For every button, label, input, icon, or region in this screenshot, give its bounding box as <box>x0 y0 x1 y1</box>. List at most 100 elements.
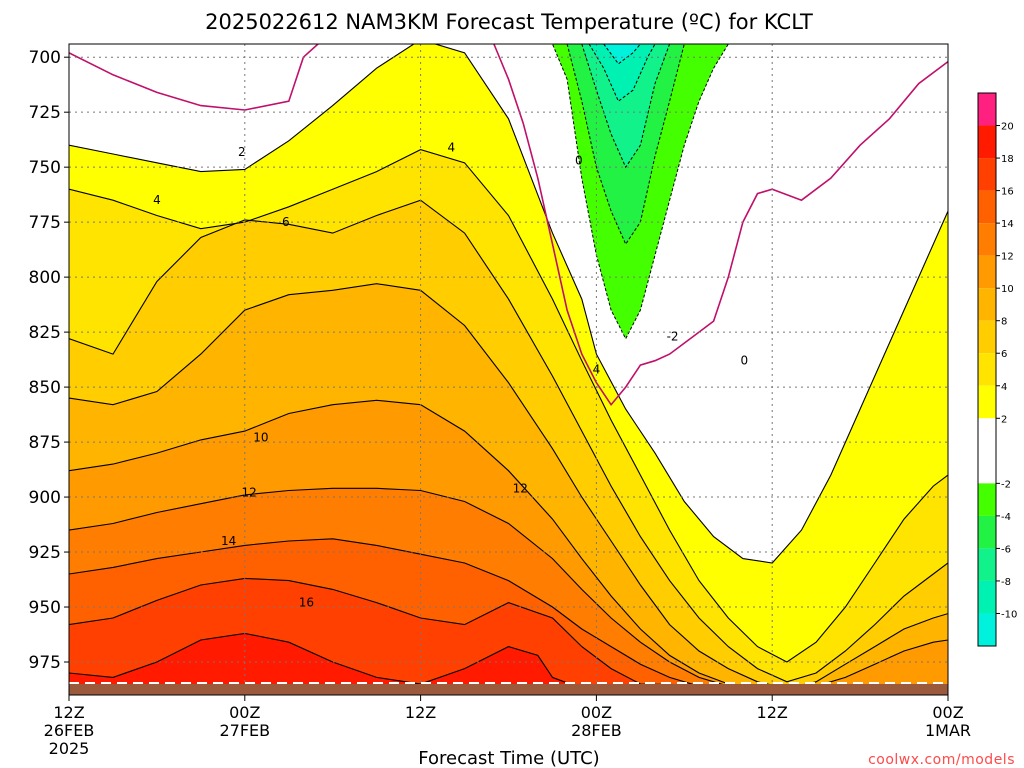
contour-label-9: 12 <box>242 486 257 500</box>
y-tick-label-950: 950 <box>29 598 61 618</box>
fill-band-18 <box>69 633 948 695</box>
y-tick-label-750: 750 <box>29 158 61 178</box>
watermark: coolwx.com/models <box>868 752 1015 768</box>
colorbar-label-18: 18 <box>1001 154 1014 165</box>
colorbar-band-20 <box>978 93 996 126</box>
colorbar-band-12 <box>978 223 996 256</box>
y-tick-label-700: 700 <box>29 48 61 68</box>
x-tick-label-48: 12Z <box>757 703 788 722</box>
contour-label-0: 2 <box>238 145 246 159</box>
contour-14 <box>69 538 948 689</box>
contour-18 <box>69 632 948 689</box>
x-tick-line: 28FEB <box>571 721 622 740</box>
contour-labels: 2 4 4 6 0 4 -2 0 10 12 12 14 16 <box>153 140 749 610</box>
contour-label-2: 4 <box>448 140 456 154</box>
contour-10 <box>69 399 948 689</box>
contour-label-1: 4 <box>153 193 161 207</box>
contour-2 <box>69 44 948 564</box>
colorbar-band--4 <box>978 483 996 516</box>
x-tick-line: 00Z <box>229 703 260 722</box>
zero-isotherm-east <box>493 44 948 407</box>
cold-pool-fills <box>523 44 729 340</box>
cold-band-6 <box>581 44 671 169</box>
plot-area: 2 4 4 6 0 4 -2 0 10 12 12 14 16 <box>69 44 948 695</box>
x-tick-line: 2025 <box>49 739 90 758</box>
contour-label-6: -2 <box>667 330 679 344</box>
contour-label-10: 12 <box>513 481 528 495</box>
contour-lines <box>69 44 948 695</box>
colorbar: 20 18 16 14 12 10 8 6 4 2 -2 -4 -6 -8 -10 <box>977 92 1017 647</box>
colorbar-band-16 <box>978 158 996 191</box>
y-tick-label-825: 825 <box>29 323 61 343</box>
y-tick-label-975: 975 <box>29 653 61 673</box>
y-tick-label-775: 775 <box>29 213 61 233</box>
y-tick-label-800: 800 <box>29 268 61 288</box>
contour-label-3: 6 <box>282 215 290 229</box>
colorbar-label--4: -4 <box>1001 512 1011 523</box>
x-tick-label-36: 00Z 28FEB <box>571 703 622 740</box>
x-tick-line: 00Z <box>581 703 612 722</box>
colorbar-label-20: 20 <box>1001 122 1014 133</box>
contour-label-5: 4 <box>593 363 601 377</box>
contour-label-8: 10 <box>253 431 268 445</box>
colorbar-label-12: 12 <box>1001 252 1014 263</box>
contour-label-4: 0 <box>575 154 583 168</box>
colorbar-band-6 <box>978 320 996 354</box>
ground-bar <box>69 684 948 695</box>
x-tick-line: 12Z <box>53 703 84 722</box>
colorbar-band-18 <box>978 125 996 159</box>
plot-frame <box>68 43 949 696</box>
contour-label-11: 14 <box>221 534 236 548</box>
x-tick-label-0: 12Z 26FEB 2025 <box>44 703 95 758</box>
colorbar-label-4: 4 <box>1001 382 1007 393</box>
x-tick-line: 27FEB <box>219 721 270 740</box>
colorbar-label-6: 6 <box>1001 349 1007 360</box>
cold-band-8 <box>588 44 656 102</box>
contour-label-7: 0 <box>741 354 749 368</box>
y-axis-ticks: 700 725 750 775 800 825 850 875 900 925 950 975 <box>29 48 69 673</box>
colorbar-label-10: 10 <box>1001 284 1014 295</box>
x-tick-line: 12Z <box>405 703 436 722</box>
colorbar-label-2: 2 <box>1001 414 1007 425</box>
x-tick-line: 00Z <box>932 703 963 722</box>
colorbar-label--2: -2 <box>1001 479 1011 490</box>
x-tick-label-60: 00Z 1MAR <box>925 703 971 740</box>
colorbar-band-2 <box>978 385 996 419</box>
colorbar-band-8 <box>978 288 996 321</box>
colorbar-label-14: 14 <box>1001 219 1014 230</box>
x-tick-label-12: 00Z 27FEB <box>219 703 270 740</box>
y-tick-label-900: 900 <box>29 488 61 508</box>
colorbar-label--10: -10 <box>1001 609 1017 620</box>
x-tick-label-24: 12Z <box>405 703 436 722</box>
temperature-fills <box>69 44 948 695</box>
colorbar-band-10 <box>978 255 996 289</box>
colorbar-band-14 <box>978 190 996 224</box>
chart-title: 2025022612 NAM3KM Forecast Temperature (… <box>205 10 813 34</box>
colorbar-label-8: 8 <box>1001 317 1007 328</box>
ground-surface <box>69 682 948 695</box>
zero-isotherm-west <box>69 44 319 111</box>
grid-lines <box>69 44 948 695</box>
colorbar-band--10 <box>978 580 996 614</box>
colorbar-label--6: -6 <box>1001 544 1011 555</box>
colorbar-label--8: -8 <box>1001 577 1011 588</box>
colorbar-band-4 <box>978 353 996 386</box>
x-axis-label: Forecast Time (UTC) <box>418 748 599 768</box>
contour-4 <box>69 149 948 663</box>
x-tick-line: 26FEB <box>44 721 95 740</box>
contour-label-12: 16 <box>299 596 314 610</box>
colorbar-label-16: 16 <box>1001 187 1014 198</box>
x-tick-line: 12Z <box>757 703 788 722</box>
cold-band-10 <box>603 44 642 65</box>
colorbar-band--2 <box>978 418 996 484</box>
y-tick-label-925: 925 <box>29 543 61 563</box>
x-tick-line: 1MAR <box>925 721 971 740</box>
y-tick-label-875: 875 <box>29 433 61 453</box>
y-tick-label-725: 725 <box>29 103 61 123</box>
colorbar-band--8 <box>978 548 996 581</box>
colorbar-band--12 <box>978 613 996 646</box>
colorbar-frame <box>977 92 997 647</box>
y-tick-label-850: 850 <box>29 378 61 398</box>
